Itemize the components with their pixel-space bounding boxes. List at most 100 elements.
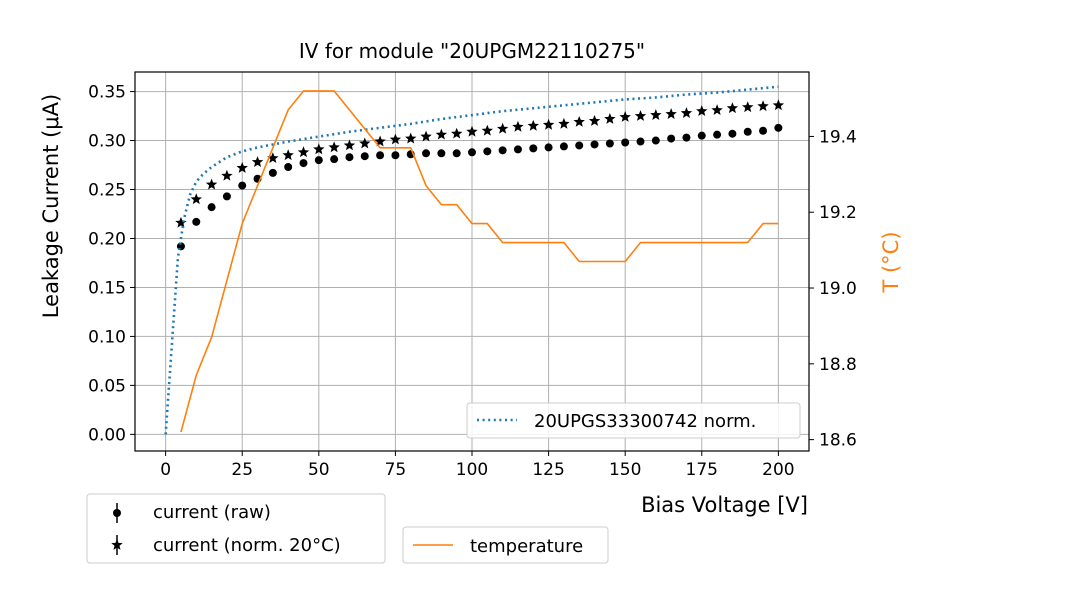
norm-current-point-9	[313, 143, 325, 155]
norm-current-point-29	[619, 111, 631, 122]
legend-temperature: temperature	[402, 526, 609, 564]
x-tick-label-3: 75	[385, 460, 407, 480]
x-tick-label-2: 50	[308, 460, 330, 480]
norm-current-point-16	[420, 130, 432, 142]
legend-reference-frame	[466, 402, 801, 439]
raw-current-point-10	[330, 155, 339, 164]
y-tick-label-3: 0.15	[88, 278, 126, 298]
raw-current-point-25	[559, 142, 568, 151]
raw-current-point-32	[667, 134, 676, 143]
y2-tick-label-2: 19.0	[819, 279, 857, 299]
norm-current-point-11	[343, 139, 356, 151]
norm-current-point-3	[221, 169, 233, 181]
legend-reference-label: 20UPGS33300742 norm.	[534, 411, 756, 432]
norm-current-point-21	[496, 122, 509, 134]
chart-title: IV for module "20UPGM22110275"	[299, 39, 645, 63]
raw-current-point-14	[391, 151, 400, 160]
y-tick-label-2: 0.10	[88, 327, 126, 347]
raw-current-point-34	[697, 131, 706, 140]
x-tick-label-7: 175	[686, 460, 718, 480]
raw-current-point-22	[513, 145, 522, 154]
x-tick-label-6: 150	[609, 460, 641, 480]
x-tick-label-8: 200	[762, 460, 794, 480]
norm-current-point-39	[772, 99, 785, 111]
norm-current-point-15	[405, 132, 417, 144]
raw-current-point-26	[575, 141, 584, 150]
raw-current-point-6	[268, 168, 277, 177]
raw-current-point-30	[636, 137, 645, 146]
raw-current-point-33	[682, 133, 691, 142]
raw-current-point-19	[468, 148, 476, 157]
x-tick-label-4: 100	[456, 460, 488, 480]
norm-current-point-33	[680, 107, 693, 118]
norm-current-point-6	[267, 152, 279, 164]
x-axis-label: Bias Voltage [V]	[641, 493, 808, 517]
norm-current-point-14	[389, 133, 402, 145]
x-tick-label-5: 125	[532, 460, 564, 480]
norm-current-point-22	[512, 120, 524, 132]
x-tick-label-1: 25	[231, 460, 253, 480]
axes: 0 25 50 75 100 125 150 175 200 0.00 0.05 0.10 0.15 0.…	[88, 71, 857, 480]
norm-current-point-20	[481, 124, 494, 136]
y2-axis-label: T (°C)	[879, 231, 903, 293]
norm-current-point-8	[297, 146, 310, 158]
norm-current-point-35	[711, 104, 723, 116]
raw-current-point-7	[284, 162, 293, 171]
legend-temperature-frame	[402, 526, 609, 564]
norm-current-point-4	[236, 161, 248, 173]
norm-current-point-1	[190, 193, 202, 205]
norm-current-point-23	[527, 119, 539, 131]
norm-current-point-31	[650, 109, 662, 120]
raw-current-point-21	[498, 146, 507, 155]
legend-temperature-label: temperature	[470, 536, 583, 557]
raw-current-point-1	[192, 217, 201, 226]
legend-raw-swatch	[113, 503, 121, 523]
y-tick-label-6: 0.30	[88, 132, 126, 152]
y-tick-label-5: 0.25	[88, 181, 126, 201]
raw-current-point-35	[713, 130, 722, 139]
legend-norm-label: current (norm. 20°C)	[153, 535, 341, 556]
y-axis-label: Leakage Current (μA)	[39, 94, 63, 318]
legend-current: current (raw) current (norm. 20°C)	[86, 493, 386, 564]
y-tick-label-4: 0.20	[88, 229, 126, 249]
y-tick-label-1: 0.05	[88, 376, 126, 396]
reference-curve-line	[164, 85, 779, 435]
legend-norm-swatch	[111, 535, 123, 555]
raw-current-point-24	[544, 143, 553, 152]
raw-current-point-20	[483, 147, 492, 156]
legend-reference: 20UPGS33300742 norm.	[466, 402, 801, 439]
grid	[135, 72, 809, 451]
raw-current-point-9	[314, 156, 323, 165]
norm-current-point-28	[604, 113, 616, 124]
y-tick-label-0: 0.00	[88, 425, 126, 445]
norm-current-point-24	[542, 118, 555, 130]
norm-current-point-26	[573, 115, 585, 127]
raw-current-point-2	[207, 203, 216, 212]
raw-current-point-37	[743, 127, 752, 136]
raw-current-point-16	[422, 149, 431, 158]
norm-current-point-13	[374, 135, 386, 147]
norm-current-point-36	[726, 102, 739, 114]
raw-current-point-3	[222, 192, 231, 201]
legend-norm-star	[111, 539, 123, 550]
norm-current-point-10	[328, 141, 340, 153]
legend-raw-label: current (raw)	[153, 502, 271, 523]
raw-current-point-17	[437, 149, 446, 158]
norm-current-point-12	[359, 137, 371, 149]
raw-current-point-38	[759, 126, 768, 135]
y-tick-label-7: 0.35	[88, 83, 126, 103]
y2-tick-label-4: 19.4	[819, 127, 857, 147]
raw-current-point-31	[651, 136, 660, 145]
norm-current-point-27	[588, 114, 601, 126]
norm-current-point-34	[696, 105, 708, 117]
norm-current-point-5	[251, 156, 264, 167]
norm-current-point-19	[466, 125, 478, 137]
raw-current-point-11	[345, 153, 354, 162]
raw-current-point-18	[452, 149, 461, 158]
raw-current-point-4	[238, 181, 247, 190]
norm-current-point-18	[450, 127, 463, 139]
raw-current-point-8	[299, 159, 308, 168]
norm-current-point-2	[205, 178, 218, 190]
